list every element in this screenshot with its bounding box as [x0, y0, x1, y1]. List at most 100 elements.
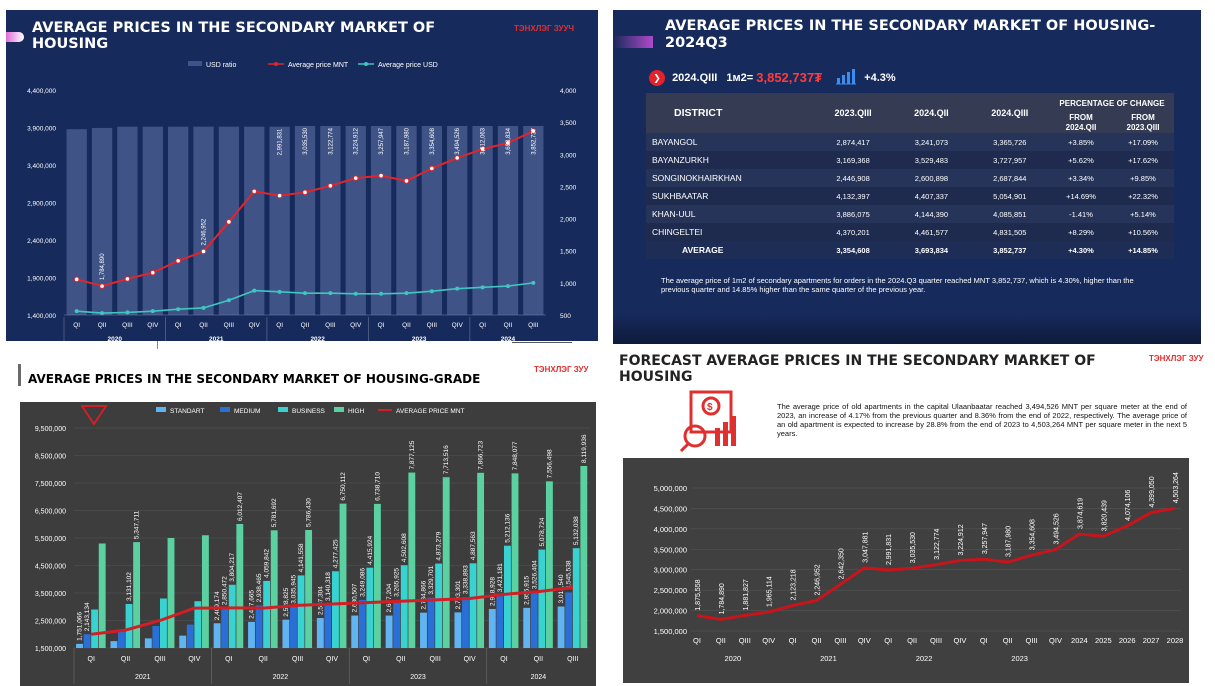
mnt-data-label: 3,494,526: [455, 127, 461, 154]
high-bar: [339, 503, 347, 648]
business-bar: [469, 563, 477, 648]
cell-c1: 3,886,075: [836, 209, 870, 219]
cell-p2: +9.85%: [1130, 173, 1156, 183]
mnt-point: [175, 257, 181, 264]
usd-point: [379, 291, 384, 296]
forecast-data-label: 3,035,530: [910, 532, 917, 563]
grade-data-label: 4,277,425: [332, 539, 339, 568]
district-table-wrap: DISTRICT 2023.QIII 2024.QII 2024.QIII PE…: [646, 93, 1174, 259]
mnt-point: [276, 192, 283, 199]
business-bar: [366, 567, 374, 648]
legend-marker-mnt: [274, 62, 278, 66]
grade-data-label: 3,140,318: [325, 572, 332, 601]
usd-ratio-bar: [294, 126, 316, 315]
mnt-data-label: 2,246,952: [202, 218, 208, 245]
district-table: DISTRICT 2023.QIII 2024.QII 2024.QIII PE…: [646, 93, 1174, 259]
x-quarter-label: QIII: [430, 656, 441, 663]
medium-bar: [565, 592, 573, 648]
usd-ratio-bar: [269, 126, 290, 316]
chart-legend: USD ratio Average price MNT Average price …: [188, 61, 438, 69]
grade-data-label: 3,265,925: [394, 568, 401, 597]
standart-bar: [179, 635, 187, 648]
forecast-data-label: 3,494,526: [1054, 513, 1061, 544]
x-year-label: 2022: [916, 654, 933, 663]
mnt-point: [99, 283, 105, 289]
x-label: QII: [716, 636, 726, 645]
y-tick: 6,500,000: [35, 509, 66, 516]
standart-bar: [213, 623, 221, 648]
legend-label-average: AVERAGE PRICE MNT: [396, 408, 465, 415]
cell-district: CHINGELTEI: [652, 227, 703, 237]
y-left-tick: 4,400,000: [27, 88, 56, 95]
forecast-data-label: 3,047,881: [862, 532, 869, 563]
x-quarter-label: QI: [363, 656, 370, 663]
cell-p2: +10.56%: [1128, 227, 1158, 237]
standart-bar: [316, 618, 324, 648]
x-quarter-label: QI: [378, 322, 385, 329]
mnt-data-label: 2,991,831: [278, 128, 284, 155]
medium-bar: [358, 599, 366, 648]
y-tick: 5,000,000: [654, 484, 687, 493]
standart-bar: [144, 638, 152, 648]
usd-ratio-bar: [91, 127, 113, 315]
x-label: 2027: [1143, 636, 1160, 645]
x-label: QIV: [1049, 636, 1062, 645]
x-quarter-label: QIII: [292, 656, 303, 663]
mnt-point: [378, 172, 384, 179]
x-quarter-label: QI: [88, 656, 95, 663]
forecast-data-label: 3,354,608: [1030, 519, 1037, 550]
grade-data-label: 4,059,842: [264, 549, 271, 578]
grade-data-label: 6,012,407: [237, 492, 244, 521]
legend-swatch-usd-ratio: [188, 61, 202, 66]
usd-ratio-bar: [421, 126, 442, 315]
x-label: QI: [789, 636, 797, 645]
usd-ratio-bar: [523, 126, 544, 315]
forecast-data-label: 1,875,558: [695, 579, 702, 610]
cell-c1: 3,354,608: [836, 245, 870, 255]
legend-label-mnt: Average price MNT: [288, 62, 349, 69]
usd-point: [328, 291, 333, 296]
standart-bar: [248, 621, 255, 648]
cell-p1: +4.30%: [1068, 245, 1094, 255]
forecast-data-label: 2,246,952: [815, 564, 822, 595]
mnt-point: [73, 276, 80, 283]
cell-p2: +5.14%: [1130, 209, 1156, 219]
forecast-data-label: 1,881,827: [743, 579, 750, 610]
medium-bar: [530, 592, 538, 648]
x-label: QII: [811, 636, 821, 645]
standart-bar: [557, 606, 565, 648]
standart-bar: [385, 615, 393, 648]
mnt-point: [327, 182, 334, 189]
grade-data-label: 3,338,893: [462, 565, 469, 594]
y-tick: 4,000,000: [654, 525, 687, 534]
panel-1-title: AVERAGE PRICES IN THE SECONDARY MARKET O…: [32, 20, 436, 52]
x-label: 2024: [1071, 636, 1088, 645]
mnt-point: [200, 248, 207, 255]
usd-ratio-bar: [370, 126, 392, 315]
grade-data-label: 3,526,404: [531, 560, 538, 589]
standart-bar: [110, 641, 118, 648]
table-note: The average price of 1m2 of secondary ap…: [661, 276, 1134, 294]
title-bar-3: [18, 364, 21, 386]
usd-ratio-bar: [345, 126, 366, 315]
x-quarter-label: QII: [259, 656, 268, 663]
usd-point: [226, 298, 231, 303]
x-quarter-label: QI: [276, 322, 283, 329]
cell-c2: 4,144,390: [914, 209, 949, 219]
high-bar: [133, 542, 141, 648]
y-left-tick: 3,400,000: [27, 163, 56, 170]
cell-c2: 3,693,834: [914, 245, 949, 255]
y-tick: 2,000,000: [654, 607, 687, 616]
legend-swatch-high: [334, 407, 344, 412]
forecast-data-label: 1,784,890: [719, 583, 726, 614]
y-tick: 3,500,000: [35, 591, 66, 598]
standart-bar: [76, 643, 83, 648]
grade-data-label: 5,347,711: [134, 510, 141, 539]
grade-data-label: 3,131,102: [126, 572, 133, 601]
y-tick: 1,500,000: [35, 646, 66, 653]
cell-district: KHAN-UUL: [652, 209, 696, 219]
medium-bar: [427, 597, 435, 648]
header-pct-change: PERCENTAGE OF CHANGE: [1059, 98, 1165, 108]
usd-point: [100, 311, 105, 316]
x-quarter-label: QII: [199, 322, 208, 329]
